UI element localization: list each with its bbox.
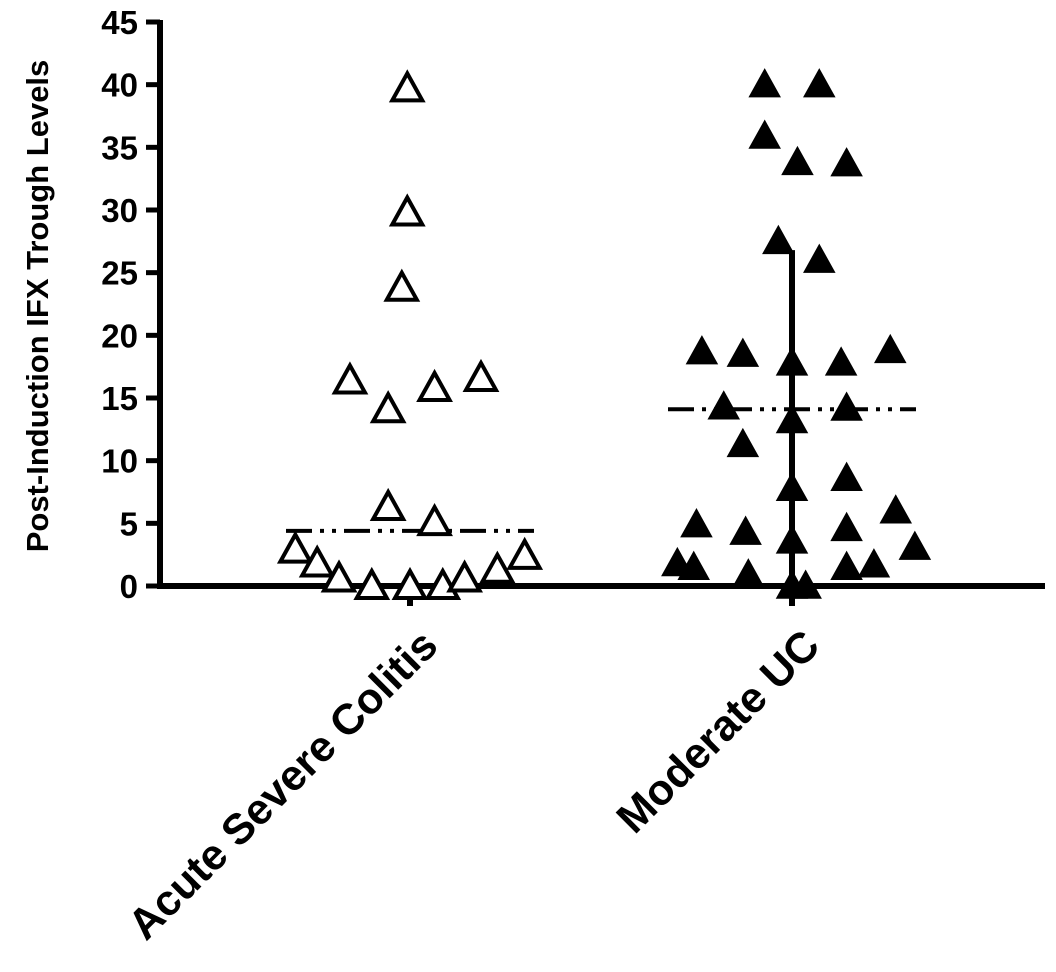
x-category-label: Moderate UC [608, 621, 829, 842]
filled-triangle-point [775, 524, 809, 554]
open-triangle-point [383, 268, 421, 302]
filled-triangle-point [748, 119, 781, 149]
filled-triangle-point [729, 515, 762, 545]
filled-triangle-point [830, 461, 863, 491]
open-triangle-point [331, 361, 369, 395]
filled-triangle-point [879, 494, 913, 524]
y-tick-label: 30 [101, 192, 138, 229]
open-triangle-point [416, 502, 453, 537]
filled-triangle-point [803, 68, 836, 98]
filled-triangle-point [830, 511, 863, 542]
filled-triangle-point [775, 471, 809, 501]
filled-triangle-point [726, 427, 760, 458]
filled-triangle-point [803, 243, 836, 273]
y-tick-label: 10 [101, 443, 138, 480]
y-tick-label: 20 [101, 317, 138, 354]
filled-triangle-point [898, 530, 932, 560]
data-marks [276, 68, 932, 606]
filled-triangle-point [857, 548, 891, 578]
filled-triangle-point [707, 390, 741, 420]
y-tick-label: 25 [101, 255, 138, 292]
filled-triangle-point [775, 404, 809, 434]
open-triangle-point [276, 530, 314, 564]
y-axis-title: Post-Induction IFX Trough Levels [20, 60, 55, 553]
filled-triangle-point [830, 147, 863, 177]
open-triangle-point [391, 566, 429, 600]
open-triangle-point [369, 487, 407, 522]
filled-triangle-point [789, 569, 822, 599]
open-triangle-point [478, 550, 516, 584]
open-triangle-point [353, 566, 391, 600]
filled-triangle-point [775, 346, 809, 376]
open-triangle-point [446, 559, 483, 593]
open-triangle-point [320, 559, 358, 593]
open-triangle-point [416, 368, 453, 402]
y-tick-label: 35 [101, 129, 138, 166]
open-triangle-point [506, 536, 544, 570]
filled-triangle-point [726, 337, 760, 367]
open-triangle-point [388, 193, 426, 227]
filled-triangle-point [824, 346, 858, 376]
open-triangle-point [388, 69, 426, 103]
y-tick-label: 0 [120, 568, 138, 605]
open-triangle-point [462, 358, 500, 392]
y-tick-label: 5 [120, 505, 138, 542]
filled-triangle-point [680, 508, 713, 538]
x-category-label: Acute Severe Colitis [119, 621, 447, 949]
filled-triangle-point [830, 391, 863, 421]
open-triangle-point [298, 544, 336, 578]
open-triangle-point [369, 390, 407, 424]
filled-triangle-point [874, 333, 907, 364]
y-tick-label: 40 [101, 67, 138, 104]
filled-triangle-point [685, 335, 719, 365]
filled-triangle-point [748, 68, 781, 98]
y-tick-label: 45 [101, 4, 138, 41]
y-tick-label: 15 [101, 380, 138, 417]
filled-triangle-point [762, 224, 795, 255]
filled-triangle-point [732, 558, 765, 588]
filled-triangle-point [830, 550, 863, 580]
filled-triangle-point [781, 145, 814, 176]
filled-triangle-point [677, 550, 710, 580]
axes: 0 5 10 15 20 25 30 35 40 45 Acute Severe Colitis Mo… [101, 4, 1045, 949]
